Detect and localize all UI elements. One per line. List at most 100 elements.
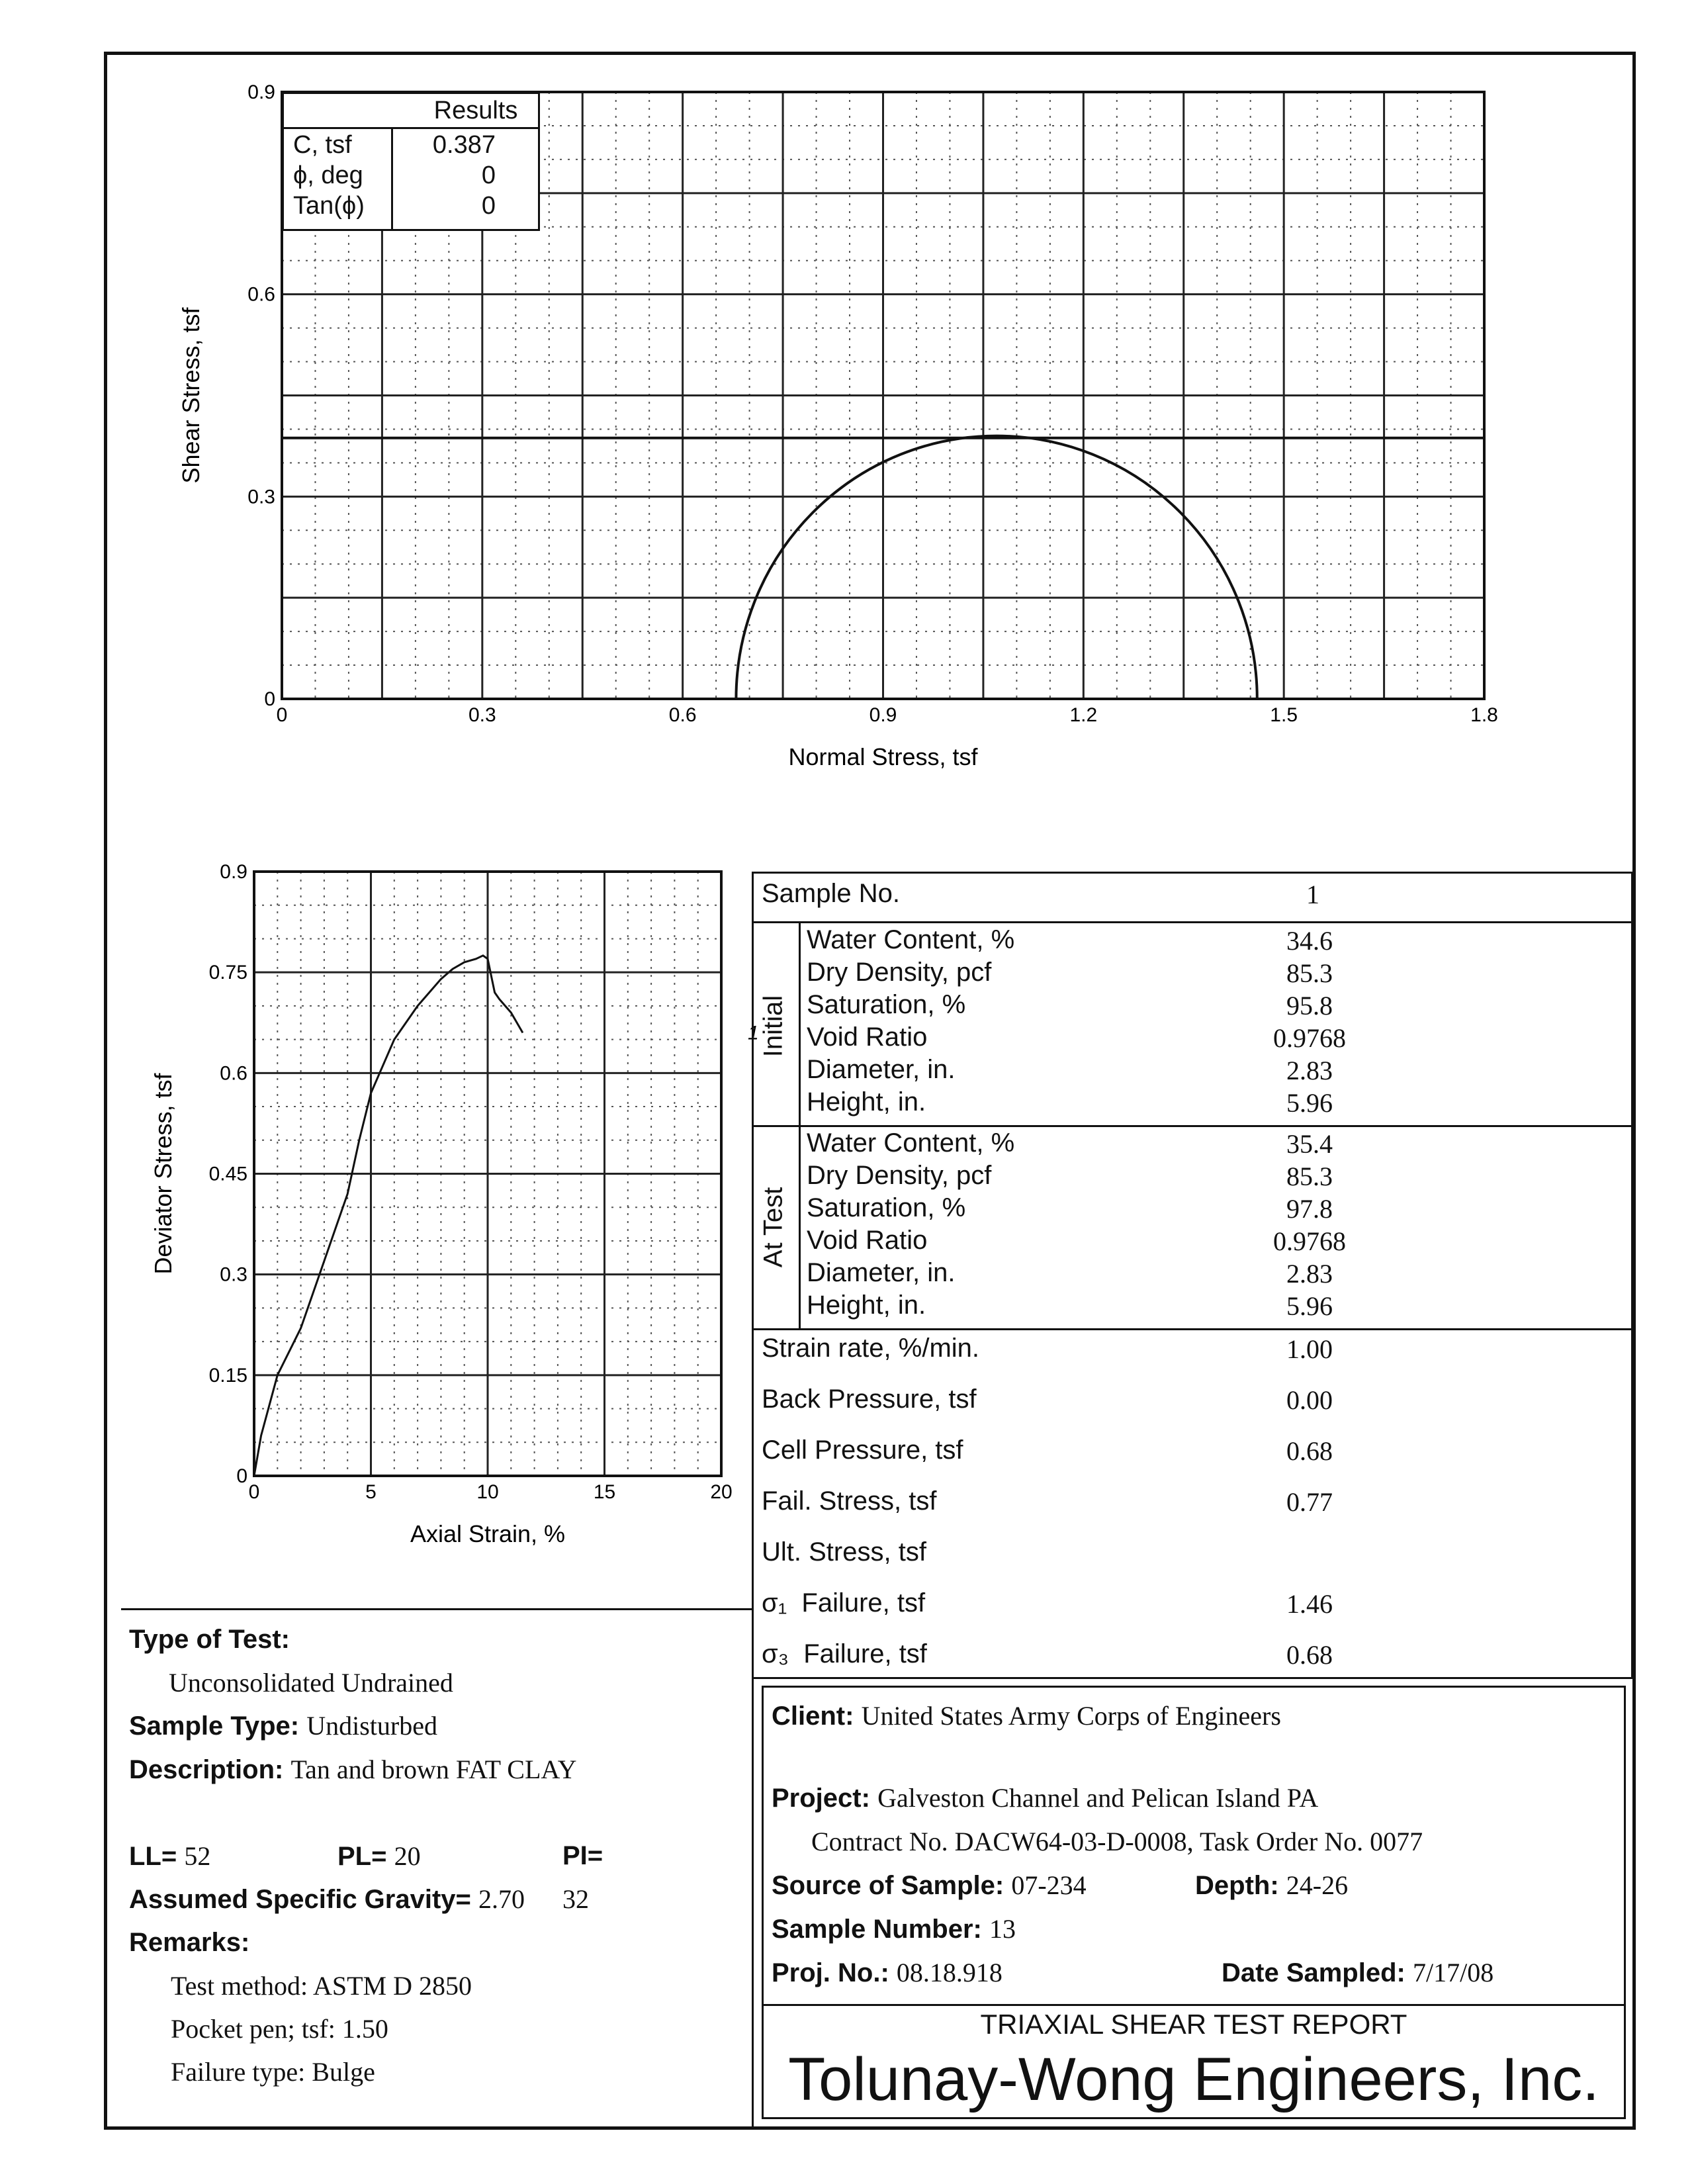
contract-value: Contract No. DACW64-03-D-0008, Task Orde… xyxy=(811,1827,1423,1856)
company-name: Tolunay-Wong Engineers, Inc. xyxy=(788,2046,1599,2113)
x-tick-label: 10 xyxy=(476,1481,498,1503)
y-tick-label: 0.45 xyxy=(209,1163,247,1185)
type-of-test-value: Unconsolidated Undrained xyxy=(169,1668,453,1698)
property-label: Water Content, % xyxy=(807,925,1015,954)
y-tick-label: 0.15 xyxy=(209,1365,247,1387)
result-value: 0 xyxy=(481,192,496,220)
property-label: Saturation, % xyxy=(807,1193,966,1222)
property-value: 97.8 xyxy=(1286,1194,1333,1224)
x-tick-label: 0 xyxy=(277,704,288,726)
y-tick-label: 0.3 xyxy=(247,486,275,508)
x-tick-label: 1.5 xyxy=(1270,704,1298,726)
source-value: 07-234 xyxy=(1011,1870,1087,1900)
project-label: Project: xyxy=(772,1784,870,1813)
description-label: Description: xyxy=(129,1755,284,1784)
x-tick-label: 20 xyxy=(710,1481,732,1503)
property-value: 0.68 xyxy=(1286,1640,1333,1670)
property-label: Diameter, in. xyxy=(807,1055,956,1084)
property-label: Dry Density, pcf xyxy=(807,958,992,987)
results-title: Results xyxy=(433,97,518,124)
property-label: σ₁ Failure, tsf xyxy=(762,1588,926,1617)
result-label: C, tsf xyxy=(293,131,352,159)
outer-border xyxy=(104,52,1636,2130)
property-label: Diameter, in. xyxy=(807,1258,956,1287)
description-value: Tan and brown FAT CLAY xyxy=(290,1754,577,1784)
x-tick-label: 1.2 xyxy=(1069,704,1097,726)
divider xyxy=(754,1328,1631,1330)
y-tick-label: 0 xyxy=(264,688,275,710)
property-value: 1.00 xyxy=(1286,1334,1333,1364)
property-value: 0.00 xyxy=(1286,1385,1333,1415)
mohr-circle-chart: 0 0.3 0.6 0.9 1.2 1.5 1.8 0 0.3 0.6 0.9 Normal Stre… xyxy=(177,81,1498,770)
stress-strain-curve xyxy=(253,954,524,1477)
x-tick-label: 0.6 xyxy=(669,704,697,726)
property-label: σ₃ Failure, tsf xyxy=(762,1639,927,1668)
property-value: 0.77 xyxy=(1286,1487,1333,1517)
property-value: 34.6 xyxy=(1286,926,1333,956)
sample-number-value: 13 xyxy=(989,1914,1016,1944)
property-label: Void Ratio xyxy=(807,1023,928,1052)
y-tick-label: 0 xyxy=(236,1465,247,1487)
property-value: 2.83 xyxy=(1286,1056,1333,1085)
proj-no-label: Proj. No.: xyxy=(772,1958,889,1987)
sample-type-value: Undisturbed xyxy=(306,1711,437,1741)
y-tick-label: 0.9 xyxy=(247,81,275,103)
result-label: Tan(ϕ) xyxy=(293,192,365,220)
remark-line: Failure type: Bulge xyxy=(171,2057,375,2087)
ll-value: 52 xyxy=(184,1841,211,1871)
property-value: 95.8 xyxy=(1286,991,1333,1021)
property-label: Saturation, % xyxy=(807,990,966,1019)
project-value: Galveston Channel and Pelican Island PA xyxy=(877,1783,1319,1813)
client-value: United States Army Corps of Engineers xyxy=(861,1701,1281,1731)
y-tick-label: 0.9 xyxy=(220,861,247,883)
property-label: Strain rate, %/min. xyxy=(762,1334,980,1363)
y-axis-label: Shear Stress, tsf xyxy=(177,306,204,483)
property-label: Dry Density, pcf xyxy=(807,1161,992,1190)
property-value: 5.96 xyxy=(1286,1088,1333,1118)
pi-label: PI= xyxy=(562,1841,603,1870)
mohr-circle xyxy=(735,434,1259,700)
x-tick-label: 15 xyxy=(594,1481,615,1503)
remark-line: Test method: ASTM D 2850 xyxy=(171,1971,472,2001)
y-axis-label: Deviator Stress, tsf xyxy=(150,1072,177,1274)
remark-line: Pocket pen; tsf: 1.50 xyxy=(171,2014,388,2044)
plot-frame xyxy=(281,91,1486,700)
property-value: 0.9768 xyxy=(1273,1226,1346,1256)
specific-gravity-label: Assumed Specific Gravity= xyxy=(129,1885,471,1914)
y-tick-label: 0.6 xyxy=(220,1062,247,1084)
property-label: Fail. Stress, tsf xyxy=(762,1486,937,1516)
date-value: 7/17/08 xyxy=(1412,1958,1494,1987)
specific-gravity-value: 2.70 xyxy=(478,1884,525,1914)
x-tick-label: 5 xyxy=(365,1481,377,1503)
report-title: TRIAXIAL SHEAR TEST REPORT xyxy=(980,2009,1407,2040)
ll-label: LL= xyxy=(129,1842,177,1871)
property-label: Ult. Stress, tsf xyxy=(762,1537,926,1567)
divider xyxy=(754,1125,1631,1127)
sample-number-label: Sample Number: xyxy=(772,1915,982,1944)
result-label: ϕ, deg xyxy=(293,161,363,189)
pi-value: 32 xyxy=(562,1884,589,1914)
client-label: Client: xyxy=(772,1702,854,1731)
property-value: 0.68 xyxy=(1286,1436,1333,1466)
property-value: 85.3 xyxy=(1286,1161,1333,1191)
property-label: Height, in. xyxy=(807,1087,926,1116)
x-tick-label: 0.3 xyxy=(468,704,496,726)
initial-label: Initial xyxy=(758,995,788,1058)
property-label: Void Ratio xyxy=(807,1226,928,1255)
property-value: 1.46 xyxy=(1286,1589,1333,1619)
type-of-test-label: Type of Test: xyxy=(129,1625,290,1654)
y-tick-label: 0.3 xyxy=(220,1264,247,1286)
sample-no-label: Sample No. xyxy=(762,879,900,908)
stress-strain-chart: 0 5 10 15 20 0 0.15 0.3 0.45 0.6 0.75 0.9 Axial Stra… xyxy=(150,861,759,1547)
remarks-label: Remarks: xyxy=(129,1928,250,1957)
property-label: Height, in. xyxy=(807,1291,926,1320)
property-value: 85.3 xyxy=(1286,958,1333,988)
x-tick-label: 0.9 xyxy=(869,704,897,726)
property-label: Water Content, % xyxy=(807,1128,1015,1158)
x-tick-label: 1.8 xyxy=(1470,704,1498,726)
date-label: Date Sampled: xyxy=(1222,1958,1405,1987)
sample-type-label: Sample Type: xyxy=(129,1711,300,1741)
property-label: Cell Pressure, tsf xyxy=(762,1435,963,1465)
results-table: Results C, tsf ϕ, deg Tan(ϕ) 0.387 0 0 xyxy=(282,92,540,231)
